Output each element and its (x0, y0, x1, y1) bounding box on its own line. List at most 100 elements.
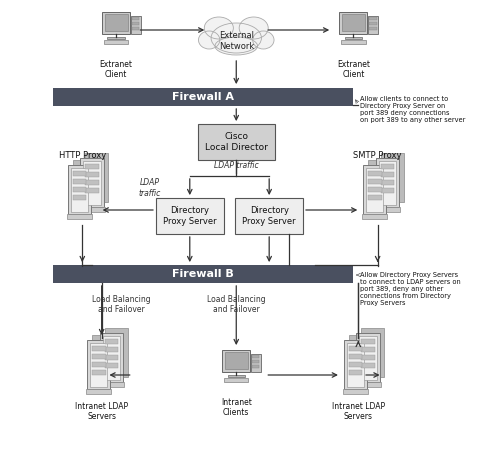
FancyBboxPatch shape (348, 363, 362, 367)
FancyBboxPatch shape (366, 168, 384, 212)
FancyBboxPatch shape (361, 363, 375, 368)
FancyBboxPatch shape (92, 370, 105, 375)
FancyBboxPatch shape (224, 378, 248, 382)
FancyBboxPatch shape (379, 161, 396, 205)
Ellipse shape (215, 37, 258, 55)
FancyBboxPatch shape (376, 158, 399, 207)
Text: HTTP Proxy: HTTP Proxy (59, 151, 106, 160)
FancyBboxPatch shape (359, 336, 377, 380)
FancyBboxPatch shape (85, 164, 99, 169)
Text: LDAP traffic: LDAP traffic (214, 161, 259, 170)
FancyBboxPatch shape (225, 352, 247, 369)
FancyBboxPatch shape (92, 363, 105, 367)
FancyBboxPatch shape (369, 22, 377, 25)
FancyBboxPatch shape (132, 17, 140, 20)
FancyBboxPatch shape (83, 161, 101, 205)
FancyBboxPatch shape (67, 214, 92, 219)
FancyBboxPatch shape (361, 347, 375, 352)
FancyBboxPatch shape (235, 198, 303, 234)
FancyBboxPatch shape (368, 16, 378, 34)
FancyBboxPatch shape (381, 164, 394, 169)
FancyBboxPatch shape (342, 14, 365, 31)
FancyBboxPatch shape (102, 12, 130, 34)
FancyBboxPatch shape (348, 346, 362, 351)
Text: Extranet
Client: Extranet Client (337, 60, 370, 79)
FancyBboxPatch shape (85, 172, 99, 177)
FancyBboxPatch shape (131, 16, 141, 34)
FancyBboxPatch shape (90, 343, 107, 387)
FancyBboxPatch shape (381, 181, 394, 185)
Text: Intranet
Clients: Intranet Clients (221, 398, 252, 418)
FancyBboxPatch shape (92, 346, 105, 351)
FancyBboxPatch shape (132, 22, 140, 25)
FancyBboxPatch shape (104, 363, 118, 368)
FancyBboxPatch shape (348, 370, 362, 375)
Text: Allow Directory Proxy Servers
to connect to LDAP servers on
port 389, deny any o: Allow Directory Proxy Servers to connect… (360, 272, 461, 306)
FancyBboxPatch shape (381, 153, 404, 202)
Text: Load Balancing
and Failover: Load Balancing and Failover (207, 295, 265, 314)
FancyBboxPatch shape (198, 124, 275, 160)
FancyBboxPatch shape (104, 355, 118, 360)
FancyBboxPatch shape (227, 375, 245, 377)
Text: Directory
Proxy Server: Directory Proxy Server (163, 206, 217, 225)
Text: Intranet LDAP
Servers: Intranet LDAP Servers (75, 402, 128, 421)
Ellipse shape (199, 31, 220, 49)
FancyBboxPatch shape (368, 188, 382, 192)
FancyBboxPatch shape (368, 179, 382, 184)
FancyBboxPatch shape (348, 335, 372, 384)
FancyBboxPatch shape (252, 355, 260, 358)
Text: Directory
Proxy Server: Directory Proxy Server (243, 206, 296, 225)
FancyBboxPatch shape (340, 12, 367, 34)
FancyBboxPatch shape (361, 328, 385, 377)
Ellipse shape (211, 23, 262, 53)
Text: Firewall A: Firewall A (172, 92, 234, 102)
FancyBboxPatch shape (100, 333, 123, 382)
FancyBboxPatch shape (53, 88, 353, 106)
FancyBboxPatch shape (105, 14, 127, 31)
FancyBboxPatch shape (81, 158, 103, 207)
FancyBboxPatch shape (53, 265, 353, 283)
FancyBboxPatch shape (223, 350, 250, 372)
FancyBboxPatch shape (73, 160, 96, 209)
Text: Allow clients to connect to
Directory Proxy Server on
port 389 deny connections
: Allow clients to connect to Directory Pr… (360, 96, 466, 123)
FancyBboxPatch shape (369, 17, 377, 20)
FancyBboxPatch shape (368, 171, 382, 176)
Text: Firewall B: Firewall B (172, 269, 234, 279)
FancyBboxPatch shape (252, 360, 260, 363)
FancyBboxPatch shape (341, 40, 366, 44)
FancyBboxPatch shape (107, 37, 125, 39)
FancyBboxPatch shape (348, 354, 362, 359)
FancyBboxPatch shape (92, 335, 115, 384)
Text: LDAP
traffic: LDAP traffic (139, 178, 161, 198)
FancyBboxPatch shape (85, 153, 108, 202)
FancyBboxPatch shape (363, 165, 386, 214)
FancyBboxPatch shape (251, 354, 261, 372)
FancyBboxPatch shape (355, 382, 381, 387)
FancyBboxPatch shape (361, 339, 375, 344)
Ellipse shape (204, 17, 233, 39)
FancyBboxPatch shape (344, 340, 367, 389)
FancyBboxPatch shape (71, 168, 88, 212)
FancyBboxPatch shape (346, 343, 364, 387)
Text: SMTP Proxy: SMTP Proxy (353, 151, 402, 160)
FancyBboxPatch shape (362, 214, 387, 219)
FancyBboxPatch shape (85, 188, 99, 193)
FancyBboxPatch shape (86, 389, 111, 394)
Text: Load Balancing
and Failover: Load Balancing and Failover (92, 295, 150, 314)
FancyBboxPatch shape (92, 354, 105, 359)
Text: Intranet LDAP
Servers: Intranet LDAP Servers (332, 402, 385, 421)
FancyBboxPatch shape (102, 336, 120, 380)
FancyBboxPatch shape (361, 355, 375, 360)
FancyBboxPatch shape (87, 340, 110, 389)
Ellipse shape (253, 31, 274, 49)
FancyBboxPatch shape (343, 389, 368, 394)
FancyBboxPatch shape (381, 172, 394, 177)
FancyBboxPatch shape (381, 188, 394, 193)
FancyBboxPatch shape (375, 207, 400, 212)
Ellipse shape (239, 17, 268, 39)
FancyBboxPatch shape (68, 165, 91, 214)
FancyBboxPatch shape (356, 333, 380, 382)
FancyBboxPatch shape (104, 40, 128, 44)
Text: External
Network: External Network (219, 31, 254, 51)
FancyBboxPatch shape (104, 339, 118, 344)
